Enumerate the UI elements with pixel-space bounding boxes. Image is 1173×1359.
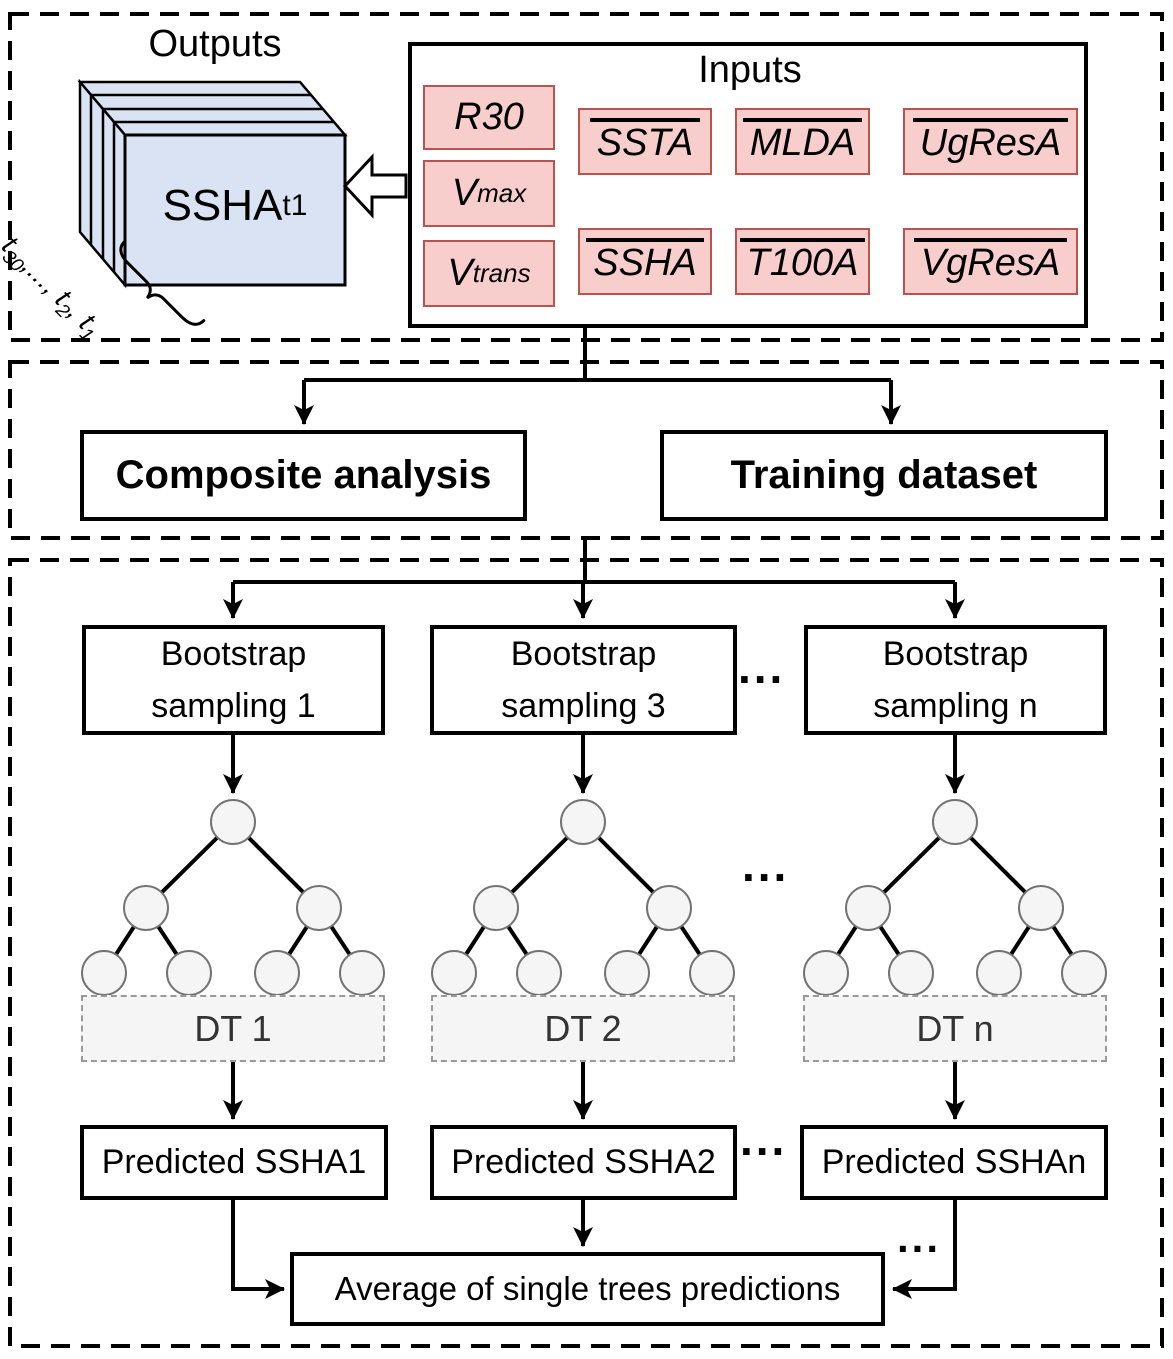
inputs-title: Inputs — [698, 48, 802, 91]
tree-node — [81, 950, 127, 996]
tree-node — [845, 885, 891, 931]
tree-node — [932, 799, 978, 845]
tree-node — [516, 950, 562, 996]
decision-tree-1 — [81, 799, 385, 996]
dt-box-1: DT 1 — [81, 995, 385, 1062]
ellipsis-average: ... — [897, 1214, 942, 1261]
input-var-ssha: SSHA — [578, 228, 712, 295]
tree-node — [976, 950, 1022, 996]
tree-node — [473, 885, 519, 931]
tree-node — [646, 885, 692, 931]
composite-analysis-box: Composite analysis — [80, 430, 527, 521]
input-var-ssta: SSTA — [578, 108, 712, 175]
tree-node — [803, 950, 849, 996]
input-var-mlda: MLDA — [735, 108, 870, 175]
ellipsis-trees: ... — [742, 839, 790, 891]
tree-node — [604, 950, 650, 996]
output-stack — [77, 78, 348, 289]
dt-box-2: DT 2 — [431, 995, 735, 1062]
decision-tree-2 — [431, 799, 735, 996]
tree-node — [296, 885, 342, 931]
predicted-box-1: Predicted SSHA1 — [80, 1125, 388, 1200]
input-var-r30: R30 — [423, 85, 555, 150]
input-var-vgresa: VgResA — [903, 228, 1078, 295]
input-var-ugresa: UgResA — [903, 108, 1078, 175]
time-axis-brace — [119, 239, 206, 326]
predicted-box-2: Predicted SSHA2 — [430, 1125, 737, 1200]
connector-lines — [223, 328, 965, 1299]
stack-label-base: SSHA — [162, 181, 283, 230]
training-dataset-box: Training dataset — [660, 430, 1108, 521]
decision-tree-n — [803, 799, 1107, 996]
tree-node — [166, 950, 212, 996]
tree-node — [210, 799, 256, 845]
tree-node — [560, 799, 606, 845]
input-var-t100a: T100A — [735, 228, 870, 295]
tree-node — [888, 950, 934, 996]
tree-node — [431, 950, 477, 996]
tree-node — [339, 950, 385, 996]
stack-label-sub: t1 — [282, 189, 308, 222]
tree-node — [1018, 885, 1064, 931]
tree-node — [689, 950, 735, 996]
tree-node — [123, 885, 169, 931]
predicted-box-n: Predicted SSHAn — [800, 1125, 1108, 1200]
stack-label: SSHA t1 — [130, 178, 340, 234]
outputs-title: Outputs — [148, 22, 282, 65]
tree-node — [1061, 950, 1107, 996]
block-arrow-left-icon — [342, 153, 408, 219]
bootstrap-box-3: Bootstrap sampling n — [804, 625, 1107, 735]
dt-box-n: DT n — [803, 995, 1107, 1062]
ellipsis-predicted: ... — [740, 1113, 788, 1165]
tree-node — [254, 950, 300, 996]
bootstrap-box-2: Bootstrap sampling 3 — [430, 625, 737, 735]
ellipsis-bootstrap: ... — [738, 641, 786, 693]
bootstrap-box-1: Bootstrap sampling 1 — [82, 625, 385, 735]
average-box: Average of single trees predictions — [290, 1252, 885, 1326]
